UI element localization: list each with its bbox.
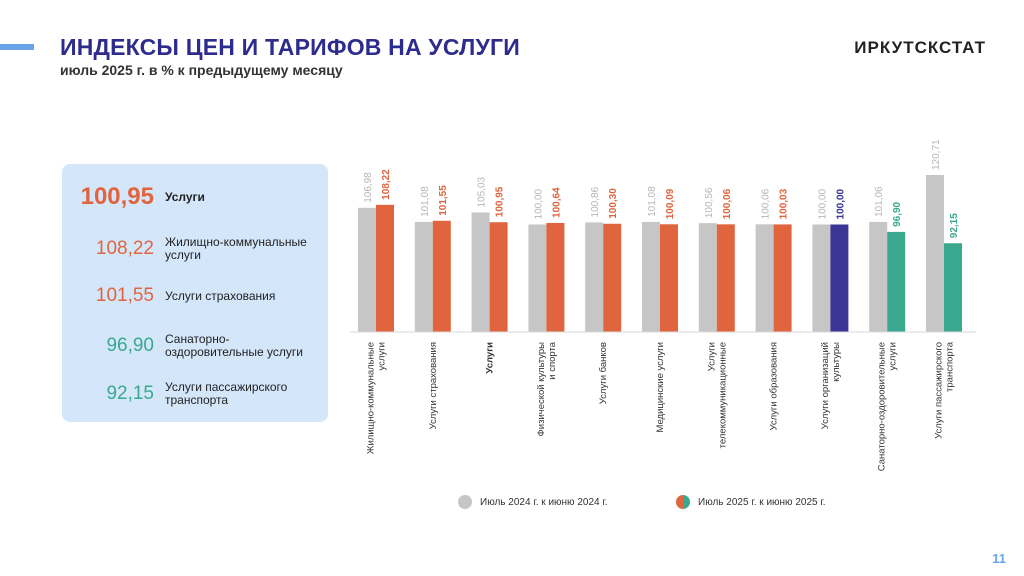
legend-item-2024: Июль 2024 г. к июню 2024 г. [458, 495, 608, 509]
bar-2024 [528, 224, 547, 332]
category-label: Услуги пассажирскоготранспорта [934, 341, 956, 439]
category-label: Медицинские услуги [655, 342, 666, 433]
data-label-2025: 96,90 [892, 201, 903, 226]
bar-2024 [926, 175, 944, 332]
data-label-2024: 100,00 [533, 188, 544, 219]
category-label: Услуги банков [598, 342, 609, 404]
category-label: Жилищно-коммунальныеуслуги [366, 342, 388, 454]
data-label-2024: 105,03 [477, 176, 488, 207]
bar-chart: 106,98 108,22 Жилищно-коммунальныеуслуги 10… [350, 140, 976, 471]
legend-swatch-gray [458, 495, 472, 509]
legend-label: Июль 2024 г. к июню 2024 г. [480, 496, 608, 508]
data-label-2025: 101,55 [438, 185, 449, 216]
highlight-label: Санаторно-оздоровительные услуги [165, 332, 303, 359]
category-label: Услуги образования [769, 342, 780, 431]
category-label: Услуги страхования [428, 342, 439, 429]
data-label-2024: 120,71 [931, 140, 942, 170]
bar-2025 [546, 222, 565, 332]
category-label: Услугителекоммуникационные [706, 342, 728, 448]
data-label-2025: 92,15 [949, 213, 960, 238]
bar-2025 [887, 231, 906, 332]
category-label: Услуги организацийкультуры [820, 342, 842, 429]
highlight-item: 100,95 Услуги [62, 182, 328, 212]
data-label-2025: 108,22 [381, 169, 392, 200]
highlight-item: 96,90 Санаторно-оздоровительные услуги [62, 331, 328, 361]
highlight-label: Жилищно-коммунальные услуги [165, 235, 307, 262]
highlight-value: 92,15 [106, 383, 154, 404]
data-label-2024: 100,06 [761, 188, 772, 219]
bar-2024 [698, 223, 717, 332]
bar-2025 [944, 243, 962, 332]
category-label: Физической культурыи спорта [536, 341, 558, 436]
highlight-label: Услуги [165, 189, 205, 204]
category-label: Услуги [485, 342, 496, 374]
category-label: Санаторно-оздоровительныеуслуги [877, 342, 899, 471]
page-number: 11 [992, 551, 1006, 566]
bar-2025 [376, 204, 394, 332]
bar-2024 [755, 224, 774, 332]
highlight-label: Услуги пассажирского транспорта [165, 380, 288, 407]
data-label-2024: 106,98 [363, 172, 374, 203]
bar-2025 [773, 224, 792, 332]
page-subtitle: июль 2025 г. в % к предыдущему месяцу [60, 62, 343, 78]
data-label-2024: 101,06 [874, 186, 885, 217]
legend-item-2025: Июль 2025 г. к июню 2025 г. [676, 495, 826, 509]
highlight-value: 101,55 [95, 285, 154, 306]
bar-2025 [716, 224, 735, 332]
highlight-value: 108,22 [95, 238, 154, 259]
data-label-2024: 101,08 [420, 186, 431, 217]
brand-logo: ИРКУТСКСТАТ [854, 38, 986, 57]
data-label-2025: 100,95 [495, 186, 506, 217]
bar-2025 [660, 224, 678, 332]
bar-2025 [432, 220, 451, 332]
bar-2025 [603, 223, 622, 332]
data-label-2024: 100,56 [704, 187, 715, 218]
bar-2024 [869, 221, 888, 332]
accent-bar [0, 44, 34, 50]
legend-label: Июль 2025 г. к июню 2025 г. [698, 496, 826, 508]
highlight-item: 101,55 Услуги страхования [62, 281, 328, 311]
bar-2024 [585, 222, 604, 332]
bar-2024 [642, 221, 660, 332]
bar-2024 [414, 221, 433, 332]
data-label-2024: 101,08 [647, 186, 658, 217]
data-label-2025: 100,64 [551, 187, 562, 218]
highlight-item: 92,15 Услуги пассажирского транспорта [62, 379, 328, 409]
highlight-item: 108,22 Жилищно-коммунальные услуги [62, 234, 328, 264]
data-label-2025: 100,00 [835, 188, 846, 219]
data-label-2025: 100,30 [608, 188, 619, 219]
data-label-2025: 100,09 [665, 188, 676, 219]
bar-2024 [471, 212, 490, 332]
bar-2024 [812, 224, 831, 332]
page-title: ИНДЕКСЫ ЦЕН И ТАРИФОВ НА УСЛУГИ [60, 34, 520, 60]
data-label-2025: 100,03 [779, 188, 790, 219]
bar-2024 [358, 207, 376, 332]
data-label-2025: 100,06 [722, 188, 733, 219]
highlight-value: 100,95 [80, 183, 154, 210]
bar-2025 [830, 224, 849, 332]
bar-2025 [489, 222, 508, 332]
highlight-value: 96,90 [106, 335, 154, 356]
legend-swatch-split [676, 495, 690, 509]
data-label-2024: 100,00 [817, 188, 828, 219]
data-label-2024: 100,86 [590, 186, 601, 217]
highlights-panel: 100,95 Услуги 108,22 Жилищно-коммунальны… [62, 164, 328, 422]
highlight-label: Услуги страхования [165, 288, 276, 303]
